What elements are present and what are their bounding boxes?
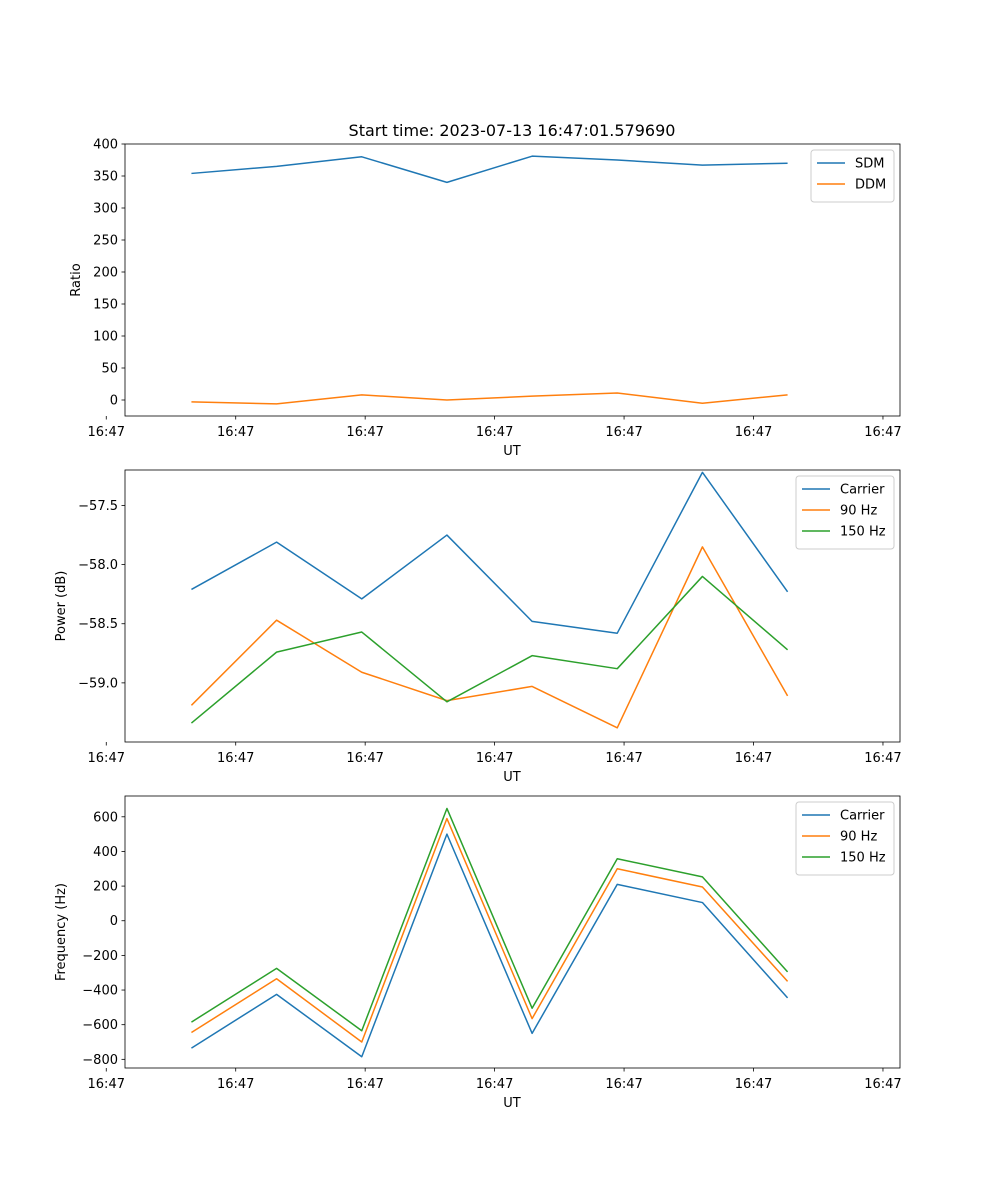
- power-x-tick-label: 16:47: [346, 751, 383, 766]
- ratio-y-axis-label: Ratio: [69, 263, 84, 296]
- ratio-y-tick-label: 200: [93, 266, 118, 281]
- frequency-y-axis-label: Frequency (Hz): [54, 883, 69, 981]
- ratio-y-tick-label: 150: [93, 298, 118, 313]
- power-x-tick-label: 16:47: [735, 751, 772, 766]
- power-x-axis-label: UT: [503, 770, 521, 785]
- power-y-tick-label: −59.0: [78, 676, 118, 691]
- frequency-series-90-hz-line: [191, 817, 789, 1043]
- ratio-x-tick-label: 16:47: [217, 425, 254, 440]
- ratio-x-tick-label: 16:47: [476, 425, 513, 440]
- ratio-x-tick-label: 16:47: [864, 425, 901, 440]
- ratio-legend-label-ddm: DDM: [855, 178, 886, 193]
- frequency-y-tick-label: 600: [93, 810, 118, 825]
- frequency-x-tick-label: 16:47: [346, 1077, 383, 1092]
- frequency-x-tick-label: 16:47: [217, 1077, 254, 1092]
- ratio-series-ddm-line: [191, 392, 788, 405]
- power-x-tick-label: 16:47: [864, 751, 901, 766]
- frequency-x-tick-label: 16:47: [476, 1077, 513, 1092]
- panel-power: 16:47 16:47 16:47 16:47 16:47 16:47 16:47 −59.0…: [54, 469, 902, 785]
- power-x-tick-label: 16:47: [605, 751, 642, 766]
- ratio-x-tick-label: 16:47: [605, 425, 642, 440]
- power-x-tick-label: 16:47: [88, 751, 125, 766]
- power-legend-label-150-hz: 150 Hz: [840, 525, 886, 540]
- power-y-tick-label: −58.0: [78, 558, 118, 573]
- frequency-y-tick-label: −200: [82, 949, 118, 964]
- frequency-y-tick-label: −600: [82, 1018, 118, 1033]
- power-x-tick-label: 16:47: [217, 751, 254, 766]
- frequency-y-tick-label: −800: [82, 1053, 118, 1068]
- ratio-y-tick-label: 350: [93, 170, 118, 185]
- power-legend-label-90-hz: 90 Hz: [840, 504, 877, 519]
- ratio-x-tick-label: 16:47: [346, 425, 383, 440]
- ratio-x-axis-label: UT: [503, 444, 521, 459]
- power-series-carrier-line: [191, 471, 789, 634]
- ratio-legend-label-sdm: SDM: [855, 157, 884, 172]
- frequency-y-tick-label: 400: [93, 845, 118, 860]
- frequency-legend-label-150-hz: 150 Hz: [840, 851, 886, 866]
- ratio-axes-frame: [124, 143, 901, 417]
- power-y-tick-label: −58.5: [78, 617, 118, 632]
- power-series-90-hz-line: [190, 546, 789, 729]
- ratio-y-tick-label: 400: [93, 138, 118, 153]
- frequency-x-axis-label: UT: [503, 1096, 521, 1111]
- frequency-y-tick-label: −400: [82, 984, 118, 999]
- ratio-y-tick-label: 250: [93, 234, 118, 249]
- frequency-x-tick-label: 16:47: [605, 1077, 642, 1092]
- ratio-y-tick-label: 300: [93, 202, 118, 217]
- figure-title: Start time: 2023-07-13 16:47:01.579690: [349, 121, 676, 140]
- frequency-legend-label-90-hz: 90 Hz: [840, 830, 877, 845]
- power-legend: Carrier 90 Hz 150 Hz: [795, 475, 895, 550]
- frequency-axes-frame: [124, 795, 901, 1069]
- frequency-series-carrier-line: [191, 833, 789, 1058]
- power-series-150-hz-line: [190, 575, 789, 724]
- ratio-y-tick-label: 50: [101, 362, 118, 377]
- ratio-x-tick-label: 16:47: [88, 425, 125, 440]
- ratio-series-sdm-line: [191, 155, 788, 184]
- frequency-x-tick-label: 16:47: [864, 1077, 901, 1092]
- ratio-legend: SDM DDM: [810, 149, 895, 203]
- frequency-y-tick-label: 200: [93, 880, 118, 895]
- frequency-y-tick-label: 0: [110, 914, 118, 929]
- power-legend-label-carrier: Carrier: [840, 483, 885, 498]
- frequency-legend-label-carrier: Carrier: [840, 809, 885, 824]
- panel-ratio: 16:47 16:47 16:47 16:47 16:47 16:47 16:47 0 50 10…: [69, 138, 902, 460]
- panel-frequency: 16:47 16:47 16:47 16:47 16:47 16:47 16:47 −800 −…: [54, 795, 902, 1111]
- power-axes-frame: [124, 469, 901, 743]
- power-x-tick-label: 16:47: [476, 751, 513, 766]
- frequency-x-tick-label: 16:47: [88, 1077, 125, 1092]
- frequency-series-150-hz-line: [191, 807, 789, 1032]
- ratio-y-tick-label: 100: [93, 330, 118, 345]
- frequency-legend: Carrier 90 Hz 150 Hz: [795, 801, 895, 876]
- frequency-x-tick-label: 16:47: [735, 1077, 772, 1092]
- power-y-tick-label: −57.5: [78, 499, 118, 514]
- power-y-axis-label: Power (dB): [54, 571, 69, 642]
- ratio-x-tick-label: 16:47: [735, 425, 772, 440]
- ratio-y-tick-label: 0: [110, 394, 118, 409]
